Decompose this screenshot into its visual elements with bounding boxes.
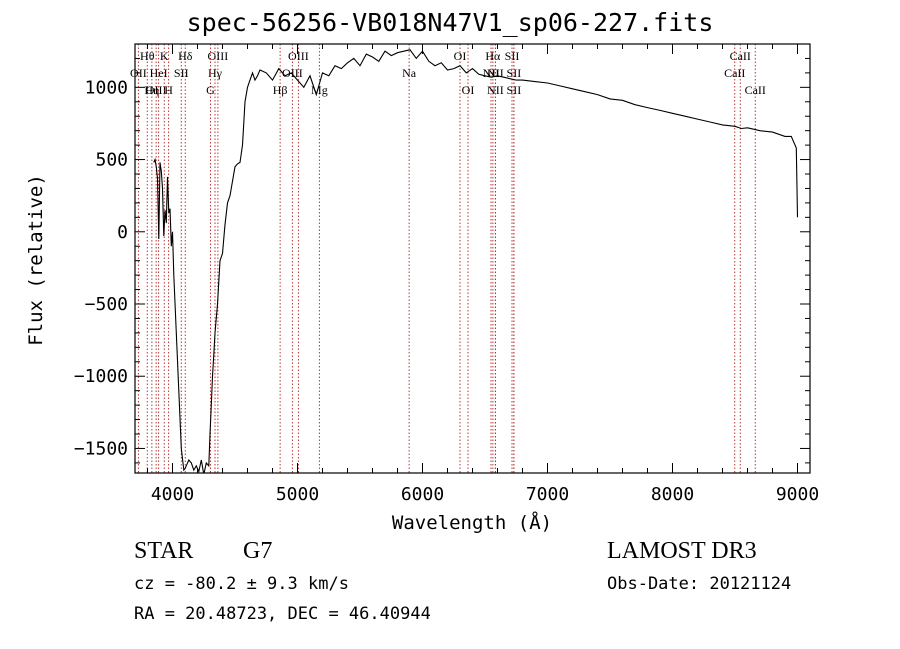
marker-label-26: CaII bbox=[730, 49, 751, 63]
survey-name: LAMOST DR3 bbox=[607, 538, 757, 564]
marker-label-20: SII bbox=[505, 49, 520, 63]
marker-label-2: OIII bbox=[146, 83, 167, 97]
marker-label-9: OIII bbox=[208, 49, 229, 63]
y-tick-label: −500 bbox=[85, 294, 128, 315]
marker-label-5: K bbox=[160, 49, 169, 63]
marker-label-4: HeI bbox=[150, 66, 168, 80]
y-tick-label: 1000 bbox=[85, 77, 128, 98]
x-tick-label: 8000 bbox=[651, 484, 694, 505]
marker-label-24: NII bbox=[487, 83, 504, 97]
redshift-cz: cz = -80.2 ± 9.3 km/s bbox=[134, 574, 349, 594]
x-tick-label: 5000 bbox=[276, 484, 319, 505]
marker-label-17: OI bbox=[454, 49, 467, 63]
object-class: STAR bbox=[134, 538, 194, 564]
tick-labels: 4000 5000 6000 7000 8000 9000 −1500 −1000 −500 0 5… bbox=[74, 77, 819, 505]
marker-label-28: CaII bbox=[745, 83, 766, 97]
y-tick-label: −1500 bbox=[74, 438, 128, 459]
chart-title: spec-56256-VB018N47V1_sp06-227.fits bbox=[186, 8, 714, 37]
x-axis-label: Wavelength (Å) bbox=[392, 511, 552, 534]
marker-label-6: SII bbox=[174, 66, 189, 80]
x-tick-label: 6000 bbox=[401, 484, 444, 505]
y-axis-label: Flux (relative) bbox=[25, 174, 47, 346]
marker-label-12: OIII bbox=[288, 49, 309, 63]
marker-label-11: G bbox=[206, 83, 215, 97]
plot-frame bbox=[134, 43, 811, 474]
spectrum-line bbox=[153, 49, 799, 473]
y-tick-label: 0 bbox=[117, 222, 128, 243]
marker-label-14: Hβ bbox=[273, 83, 288, 97]
marker-label-8: Hδ bbox=[178, 49, 193, 63]
marker-label-10: Hγ bbox=[208, 66, 223, 80]
marker-label-0: Hθ bbox=[140, 49, 155, 63]
x-tick-label: 7000 bbox=[526, 484, 569, 505]
x-tick-label: 9000 bbox=[776, 484, 819, 505]
marker-label-27: CaII bbox=[724, 66, 745, 80]
obs-date: Obs-Date: 20121124 bbox=[607, 574, 792, 594]
marker-label-7: H bbox=[164, 83, 173, 97]
y-tick-label: 500 bbox=[95, 150, 128, 171]
marker-label-16: Na bbox=[402, 66, 417, 80]
x-tick-label: 4000 bbox=[151, 484, 194, 505]
axes bbox=[134, 43, 811, 474]
marker-label-25: SII bbox=[507, 83, 522, 97]
marker-label-18: OI bbox=[462, 83, 475, 97]
spectrum-series bbox=[153, 49, 799, 473]
marker-label-19: Hα bbox=[485, 49, 501, 63]
ra-dec: RA = 20.48723, DEC = 46.40944 bbox=[134, 604, 431, 624]
y-tick-label: −1000 bbox=[74, 366, 128, 387]
marker-label-15: Mg bbox=[311, 83, 328, 97]
marker-label-13: OIII bbox=[282, 66, 303, 80]
object-subclass: G7 bbox=[243, 538, 273, 564]
marker-label-3: Hη bbox=[144, 83, 159, 97]
